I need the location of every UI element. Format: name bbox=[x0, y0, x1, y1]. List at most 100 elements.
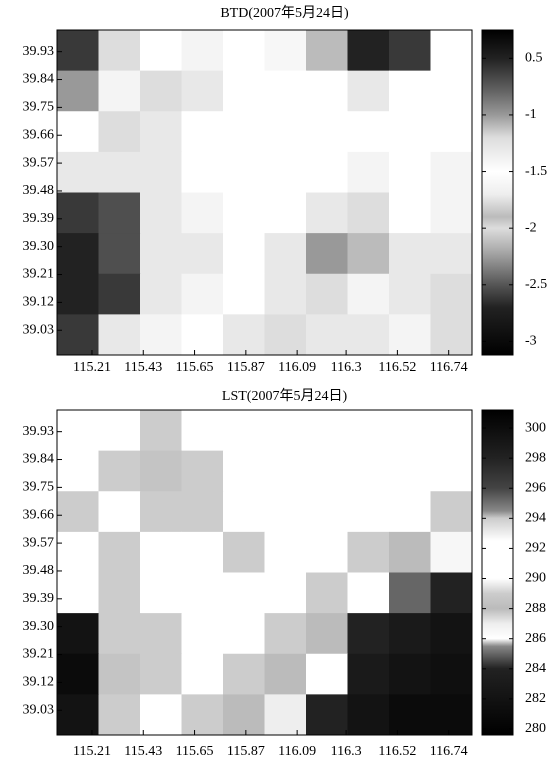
x-tick-label: 115.65 bbox=[176, 744, 214, 759]
x-tick-label: 116.52 bbox=[378, 360, 416, 375]
colorbar-tick-label: -3 bbox=[525, 334, 537, 349]
heat-cell bbox=[348, 451, 390, 492]
heat-cell bbox=[182, 71, 224, 112]
heat-cell bbox=[223, 71, 265, 112]
heat-cell bbox=[348, 152, 390, 193]
heat-cell bbox=[306, 71, 348, 112]
heat-cell bbox=[182, 491, 224, 532]
colorbar-tick-label: 282 bbox=[525, 691, 546, 706]
heat-cell bbox=[265, 314, 307, 355]
heat-cell bbox=[389, 111, 431, 152]
heat-cell bbox=[348, 71, 390, 112]
heat-cell bbox=[223, 152, 265, 193]
heat-cell bbox=[265, 694, 307, 735]
heat-cell bbox=[348, 491, 390, 532]
heat-cell bbox=[431, 152, 473, 193]
heat-cell bbox=[99, 410, 141, 451]
heat-cell bbox=[431, 233, 473, 274]
heat-cell bbox=[348, 314, 390, 355]
heat-cell bbox=[389, 193, 431, 234]
y-tick-label: 39.48 bbox=[23, 563, 55, 578]
heat-cell bbox=[223, 410, 265, 451]
heat-cell bbox=[182, 233, 224, 274]
y-tick-label: 39.30 bbox=[23, 239, 55, 254]
x-tick-label: 115.43 bbox=[124, 744, 162, 759]
y-tick-label: 39.84 bbox=[23, 72, 55, 87]
heat-cell bbox=[223, 451, 265, 492]
heat-cell bbox=[57, 613, 99, 654]
colorbar-tick-label: 286 bbox=[525, 631, 546, 646]
heat-cell bbox=[57, 573, 99, 614]
heat-cell bbox=[389, 233, 431, 274]
heat-cell bbox=[348, 613, 390, 654]
colorbar-tick-label: 294 bbox=[525, 511, 546, 526]
heat-cell bbox=[57, 71, 99, 112]
colorbar-tick-label: 284 bbox=[525, 661, 546, 676]
x-tick-label: 115.21 bbox=[73, 744, 111, 759]
x-tick-label: 115.87 bbox=[227, 360, 265, 375]
x-tick-label: 116.74 bbox=[430, 360, 468, 375]
heat-cell bbox=[306, 532, 348, 573]
colorbar-tick-label: 292 bbox=[525, 541, 546, 556]
heat-cell bbox=[306, 314, 348, 355]
heat-cell bbox=[99, 491, 141, 532]
heat-cell bbox=[306, 694, 348, 735]
heat-cell bbox=[265, 491, 307, 532]
heat-cell bbox=[306, 111, 348, 152]
colorbar-tick-label: 0.5 bbox=[525, 51, 543, 66]
y-tick-label: 39.66 bbox=[23, 507, 55, 522]
y-tick-label: 39.21 bbox=[23, 267, 55, 282]
heat-cell bbox=[265, 71, 307, 112]
heat-cell bbox=[431, 491, 473, 532]
x-tick-label: 116.3 bbox=[331, 360, 362, 375]
heat-cell bbox=[265, 233, 307, 274]
heat-cell bbox=[389, 654, 431, 695]
heat-cell bbox=[57, 274, 99, 315]
heat-cell bbox=[140, 152, 182, 193]
heat-cell bbox=[389, 451, 431, 492]
heat-cell bbox=[306, 193, 348, 234]
heat-cell bbox=[348, 30, 390, 71]
heat-cell bbox=[306, 152, 348, 193]
heat-cell bbox=[265, 532, 307, 573]
heat-cell bbox=[431, 613, 473, 654]
colorbar-tick-label: -1 bbox=[525, 107, 537, 122]
heat-cell bbox=[431, 694, 473, 735]
heat-cell bbox=[182, 654, 224, 695]
heat-cell bbox=[389, 573, 431, 614]
heat-cell bbox=[265, 193, 307, 234]
heat-cell bbox=[306, 410, 348, 451]
heat-cell bbox=[140, 491, 182, 532]
heat-cell bbox=[140, 573, 182, 614]
colorbar bbox=[482, 30, 513, 355]
heat-cell bbox=[389, 71, 431, 112]
heat-cell bbox=[348, 193, 390, 234]
colorbar-tick-label: 288 bbox=[525, 601, 546, 616]
x-tick-label: 116.09 bbox=[278, 360, 316, 375]
heat-cell bbox=[223, 274, 265, 315]
heat-cell bbox=[306, 274, 348, 315]
colorbar-tick-label: 296 bbox=[525, 480, 546, 495]
heat-cell bbox=[57, 410, 99, 451]
y-tick-label: 39.57 bbox=[23, 155, 55, 170]
heat-cell bbox=[265, 274, 307, 315]
heat-cell bbox=[389, 314, 431, 355]
heat-cell bbox=[265, 30, 307, 71]
heat-cell bbox=[182, 314, 224, 355]
heat-cell bbox=[140, 532, 182, 573]
colorbar-tick-label: 290 bbox=[525, 571, 546, 586]
x-tick-label: 116.52 bbox=[378, 744, 416, 759]
y-tick-label: 39.57 bbox=[23, 535, 55, 550]
y-tick-label: 39.48 bbox=[23, 183, 55, 198]
heat-cell bbox=[389, 410, 431, 451]
heat-cell bbox=[99, 111, 141, 152]
colorbar-tick-label: -2 bbox=[525, 220, 537, 235]
heat-cell bbox=[306, 613, 348, 654]
heat-cell bbox=[140, 30, 182, 71]
heat-cell bbox=[348, 654, 390, 695]
heat-cell bbox=[223, 532, 265, 573]
heat-cell bbox=[265, 410, 307, 451]
heat-cell bbox=[57, 193, 99, 234]
heat-cell bbox=[99, 694, 141, 735]
heat-cell bbox=[182, 30, 224, 71]
